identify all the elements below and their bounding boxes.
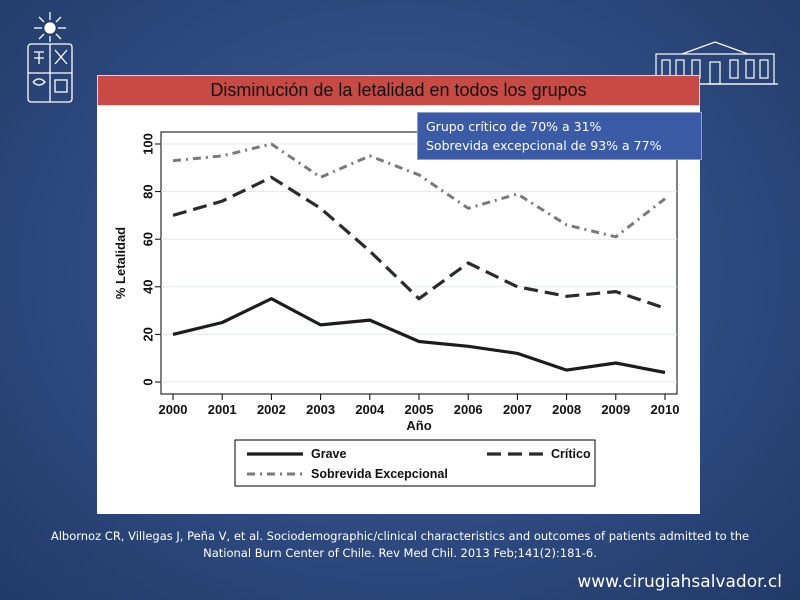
y-tick-label: 40 — [140, 280, 155, 294]
legend-label-1: Grave — [311, 447, 346, 461]
x-tick-label: 2004 — [355, 402, 385, 417]
x-tick-label: 2007 — [503, 402, 532, 417]
legend-label-2: Crítico — [551, 447, 591, 461]
citation-line-2: National Burn Center of Chile. Rev Med C… — [203, 546, 597, 560]
x-tick-label: 2000 — [159, 402, 188, 417]
y-tick-label: 0 — [140, 378, 155, 385]
citation: Albornoz CR, Villegas J, Peña V, et al. … — [0, 528, 800, 562]
y-tick-label: 100 — [140, 133, 155, 155]
x-tick-label: 2003 — [306, 402, 335, 417]
x-tick-label: 2005 — [405, 402, 434, 417]
y-axis-title: % Letalidad — [113, 227, 128, 299]
series-line-1 — [172, 297, 666, 375]
series-line-3 — [172, 142, 666, 239]
x-tick-label: 2001 — [208, 402, 237, 417]
plot-area — [160, 131, 678, 395]
slide-title: Disminución de la letalidad en todos los… — [210, 80, 587, 100]
lethality-line-chart: 0 20 40 60 80 100 2000 2001 2002 2003 2004 2005 2006… — [113, 131, 680, 487]
y-tick-label: 80 — [140, 184, 155, 198]
x-tick-label: 2006 — [454, 402, 483, 417]
legend-label-3: Sobrevida Excepcional — [311, 467, 448, 481]
summary-callout: Grupo crítico de 70% a 31% Sobrevida exc… — [417, 112, 702, 160]
x-tick-label: 2010 — [651, 402, 680, 417]
y-tick-label: 20 — [140, 327, 155, 341]
slide-title-banner: Disminución de la letalidad en todos los… — [97, 75, 700, 106]
website-url[interactable]: www.cirugiahsalvador.cl — [577, 572, 782, 592]
callout-line-critical: Grupo crítico de 70% a 31% — [426, 119, 602, 134]
chart-panel: 0 20 40 60 80 100 2000 2001 2002 2003 2004 2005 2006… — [97, 104, 700, 514]
legend-box — [234, 439, 596, 487]
x-axis-title: Año — [406, 418, 431, 433]
x-tick-label: 2009 — [601, 402, 630, 417]
callout-line-survival: Sobrevida excepcional de 93% a 77% — [426, 138, 662, 153]
citation-line-1: Albornoz CR, Villegas J, Peña V, et al. … — [50, 529, 750, 543]
x-tick-label: 2002 — [257, 402, 286, 417]
x-tick-label: 2008 — [552, 402, 581, 417]
y-tick-label: 60 — [140, 232, 155, 246]
university-crest-logo — [27, 12, 73, 103]
